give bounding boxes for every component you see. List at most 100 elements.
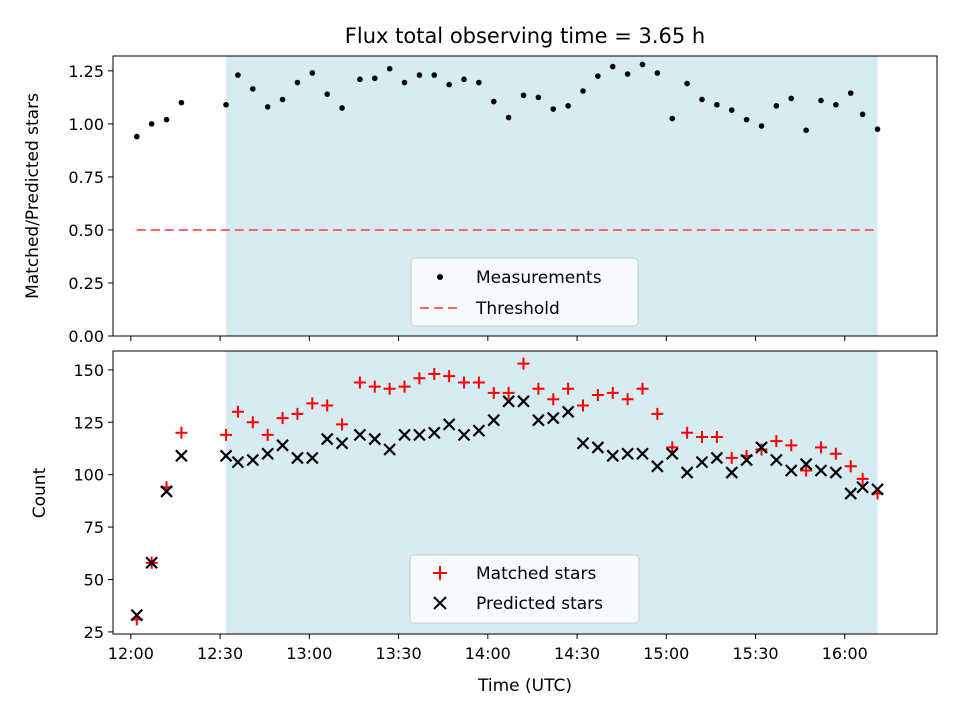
predicted-star-point (457, 428, 471, 442)
matched-star-point (175, 426, 188, 439)
matched-star-point (231, 405, 244, 418)
matched-star-point (413, 372, 426, 385)
counts-y-axis-label: Count (30, 467, 50, 518)
measurement-point (580, 88, 586, 94)
measurement-point (133, 133, 140, 140)
predicted-star-point (740, 453, 753, 467)
counts-ytick-label: 150 (73, 361, 104, 380)
matched-star-point (681, 426, 694, 439)
measurement-point (371, 75, 378, 82)
ratio-panel: 0.00 0.25 0.50 0.75 1.00 1.25 Matched/Predict… (23, 55, 938, 346)
predicted-star-point (695, 455, 709, 469)
measurement-point (148, 121, 155, 127)
predicted-star-point (844, 487, 858, 500)
ratio-y-axis-ticks: 0.00 0.25 0.50 0.75 1.00 1.25 (68, 62, 113, 346)
matched-star-point (725, 451, 738, 464)
matched-star-point (383, 382, 396, 395)
measurement-point (476, 79, 482, 86)
predicted-stars-legend-marker (433, 596, 447, 610)
predicted-star-point (871, 483, 884, 496)
predicted-star-point (219, 449, 233, 463)
measurement-point (490, 98, 497, 105)
predicted-star-point (651, 460, 664, 473)
predicted-star-point (306, 451, 319, 465)
ratio-axes-frame (112, 55, 938, 337)
ratio-ytick-label: 1.25 (68, 62, 104, 81)
predicted-star-point (130, 608, 144, 622)
matched-star-point (443, 370, 456, 383)
counts-ytick-label: 125 (73, 413, 104, 432)
predicted-star-point (725, 466, 739, 479)
ratio-measurement-points (133, 61, 881, 140)
predicted-star-point (320, 432, 334, 446)
matched-star-point (800, 464, 813, 477)
predicted-star-point (160, 485, 173, 498)
predicted-star-point (442, 418, 456, 431)
matched-star-point (591, 389, 604, 402)
measurement-point (773, 103, 780, 109)
matched-star-point (321, 399, 334, 412)
measurement-point (847, 90, 854, 96)
matched-star-point (636, 382, 649, 395)
matched-star-point (770, 435, 783, 448)
ratio-ytick-label: 0.50 (68, 221, 104, 240)
predicted-star-point (427, 426, 441, 440)
counts-panel: 25 50 75 100 125 150 12:00 12:30 13:00 13:30 14:0… (30, 350, 938, 696)
measurement-point (803, 127, 809, 134)
matched-star-point (458, 376, 471, 389)
measurement-point (595, 73, 601, 79)
measurement-point (818, 97, 824, 104)
predicted-star-point (175, 449, 188, 463)
matched-stars-legend-label: Matched stars (476, 564, 596, 584)
counts-ytick-label: 25 (84, 623, 104, 642)
predicted-star-point (502, 395, 515, 408)
predicted-star-point (383, 443, 396, 456)
predicted-star-point (856, 480, 869, 494)
predicted-star-point (591, 441, 605, 454)
measurement-point (163, 116, 170, 123)
matched-star-point (829, 447, 842, 460)
measurement-point (699, 96, 705, 103)
measurement-point (446, 81, 452, 88)
counts-legend-box (409, 554, 640, 624)
predicted-stars-points (130, 395, 884, 622)
ratio-ytick-label: 0.25 (68, 274, 104, 293)
predicted-star-point (398, 428, 411, 442)
measurement-point (279, 96, 286, 103)
measurement-point (743, 116, 750, 123)
predicted-star-point (231, 455, 245, 469)
predicted-star-point (561, 405, 575, 419)
counts-ytick-label: 50 (84, 570, 104, 589)
matched-star-point (261, 428, 274, 441)
ratio-ytick-label: 1.00 (68, 115, 104, 134)
counts-xtick-label: 12:30 (197, 644, 243, 663)
predicted-star-point (576, 436, 590, 450)
predicted-star-point (829, 466, 843, 479)
matched-star-point (562, 382, 575, 395)
predicted-star-point (413, 428, 426, 442)
predicted-star-point (814, 464, 828, 477)
counts-axes-frame (112, 350, 938, 635)
measurement-point (324, 91, 330, 97)
ratio-y-axis-label: Matched/Predicted stars (23, 93, 43, 299)
matched-star-point (276, 412, 289, 425)
matched-star-point (547, 393, 560, 406)
matched-star-point (502, 386, 515, 399)
matched-star-point (710, 430, 723, 443)
predicted-star-point (606, 449, 620, 463)
measurement-point (309, 70, 316, 76)
counts-xtick-label: 13:00 (286, 644, 332, 663)
matched-star-point (856, 472, 869, 485)
measurement-point (235, 72, 241, 78)
predicted-star-point (755, 441, 768, 454)
predicted-star-point (710, 451, 724, 465)
matched-star-point (368, 380, 381, 393)
measurement-point (357, 76, 363, 83)
measurements-legend-label: Measurements (476, 268, 602, 288)
predicted-star-point (353, 428, 367, 442)
matched-star-point (246, 416, 259, 429)
measurement-point (250, 86, 256, 92)
measurement-point (431, 72, 438, 78)
predicted-star-point (546, 411, 560, 425)
